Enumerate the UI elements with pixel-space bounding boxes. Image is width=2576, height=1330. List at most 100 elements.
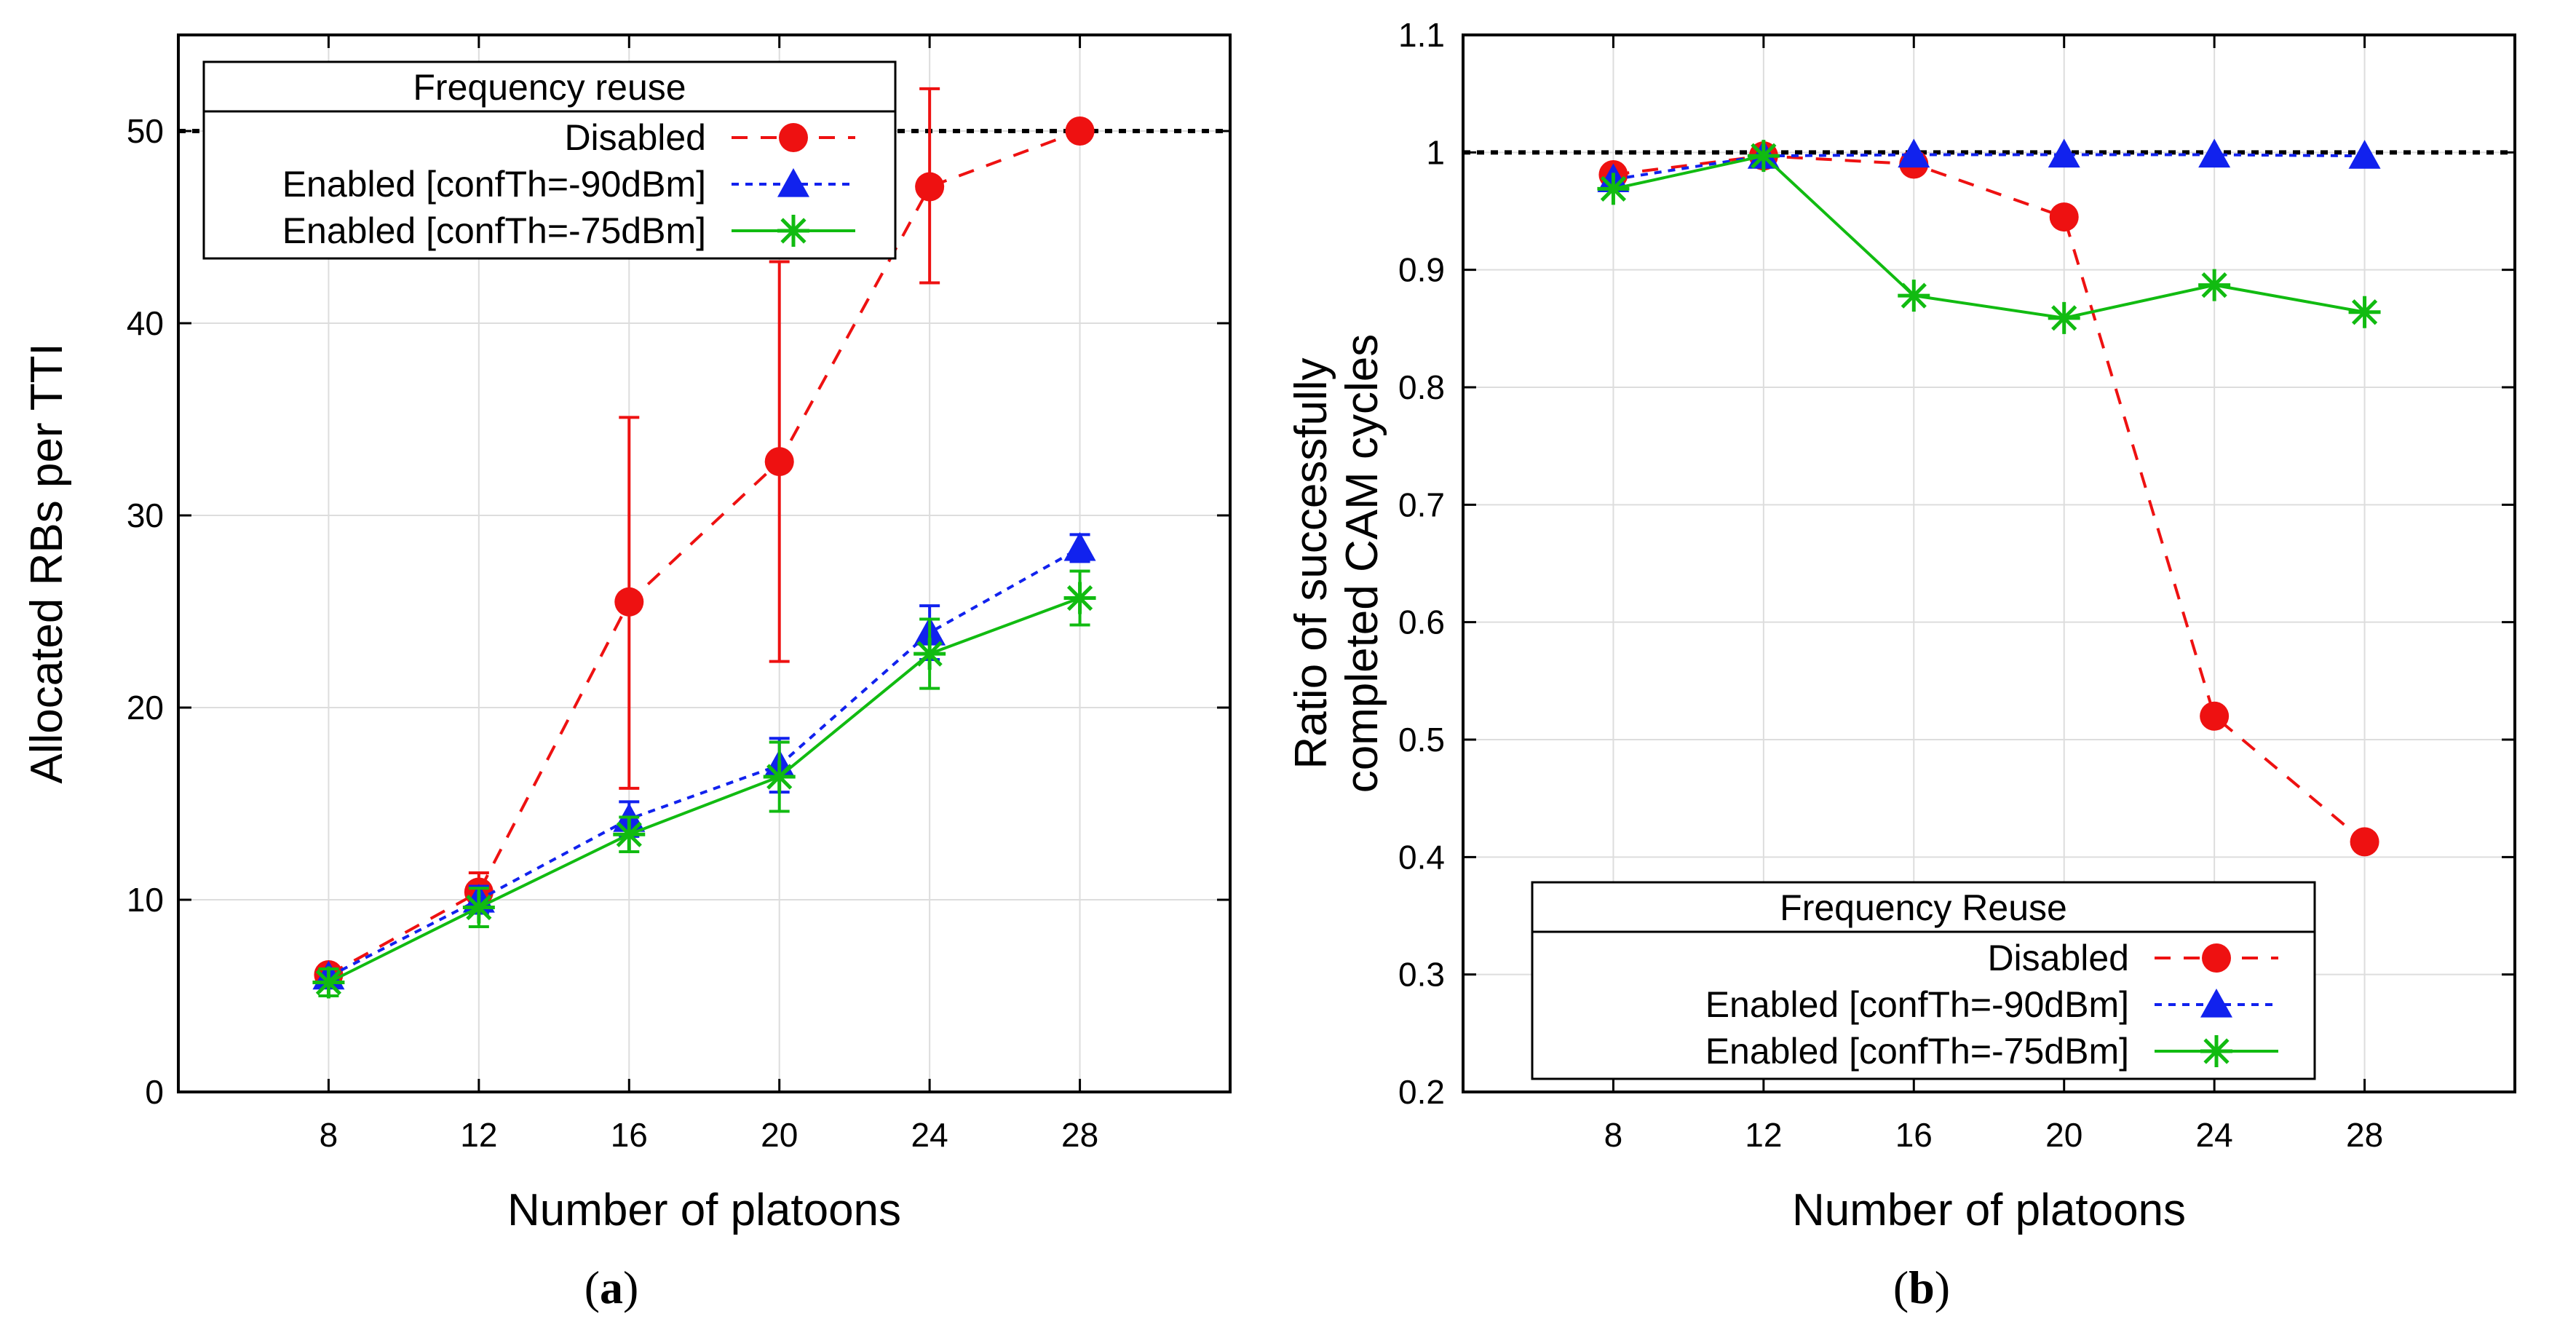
legend-key-marker bbox=[2200, 989, 2232, 1018]
x-tick-label: 12 bbox=[460, 1116, 497, 1154]
y-tick-label: 20 bbox=[127, 689, 164, 727]
legend-title: Frequency reuse bbox=[413, 67, 686, 108]
legend-key-marker bbox=[777, 168, 809, 197]
asterisk-stroke bbox=[1751, 143, 1777, 169]
legend-key-marker bbox=[777, 215, 809, 247]
x-tick-label: 28 bbox=[2346, 1116, 2383, 1154]
y-tick-label: 0.4 bbox=[1398, 838, 1445, 876]
x-tick-label: 12 bbox=[1745, 1116, 1782, 1154]
panel-caption: (b) bbox=[1893, 1262, 1950, 1313]
y-tick-label: 0.5 bbox=[1398, 721, 1445, 759]
asterisk-stroke bbox=[766, 764, 793, 790]
y-tick-label: 0.3 bbox=[1398, 956, 1445, 994]
legend-key-marker bbox=[779, 123, 808, 152]
series-line bbox=[328, 547, 1081, 978]
asterisk-stroke bbox=[1600, 175, 1627, 202]
series-line bbox=[1613, 153, 2365, 181]
caption-paren: ) bbox=[623, 1262, 638, 1313]
caption-paren: ( bbox=[584, 1262, 600, 1313]
chart-panel-b: 8 12 16 20 24 28 0.2 0.3 0.4 0.5 0.6 0.7 0.8 0.9 1 1.1 N… bbox=[1286, 16, 2516, 1313]
data-point bbox=[2048, 138, 2080, 168]
x-tick-label: 28 bbox=[1061, 1116, 1098, 1154]
y-tick-label: 1.1 bbox=[1398, 16, 1445, 54]
data-point bbox=[2348, 140, 2381, 169]
legend-label: Enabled [confTh=-75dBm] bbox=[1705, 1031, 2129, 1072]
y-tick-label: 0.7 bbox=[1398, 486, 1445, 523]
y-tick-label: 0.6 bbox=[1398, 603, 1445, 641]
y-axis-title-line: Ratio of successfully bbox=[1286, 357, 1336, 769]
chart-panel-a: 8 12 16 20 24 28 0 10 20 30 40 50 Number of platoons… bbox=[22, 33, 1232, 1313]
x-tick-label: 20 bbox=[2045, 1116, 2082, 1154]
data-point bbox=[613, 818, 646, 851]
data-point bbox=[2048, 301, 2080, 334]
x-tick-label: 8 bbox=[320, 1116, 338, 1154]
legend-label: Enabled [confTh=-90dBm] bbox=[282, 164, 706, 205]
y-tick-label: 1 bbox=[1426, 133, 1445, 171]
series-enabled-confth-75dbm bbox=[312, 569, 1096, 999]
panel-caption: (a) bbox=[584, 1262, 639, 1313]
asterisk-stroke bbox=[466, 894, 492, 921]
x-axis-title: Number of platoons bbox=[507, 1185, 901, 1235]
data-point bbox=[1898, 138, 1930, 168]
x-tick-label: 24 bbox=[2196, 1116, 2233, 1154]
legend-key-marker bbox=[2202, 943, 2231, 973]
y-axis-title-line: completed CAM cycles bbox=[1337, 334, 1387, 793]
asterisk-stroke bbox=[2203, 1038, 2230, 1064]
asterisk-stroke bbox=[616, 821, 642, 847]
x-tick-label: 16 bbox=[611, 1116, 648, 1154]
y-tick-label: 40 bbox=[127, 304, 164, 342]
x-tick-label: 24 bbox=[911, 1116, 948, 1154]
data-point bbox=[2348, 296, 2381, 328]
caption-paren: ( bbox=[1893, 1262, 1909, 1313]
plot-frame bbox=[177, 33, 1232, 1093]
legend-box bbox=[1531, 881, 2316, 1080]
data-point bbox=[1747, 140, 1780, 173]
y-tick-label: 10 bbox=[127, 881, 164, 919]
legend-label: Enabled [confTh=-75dBm] bbox=[282, 210, 706, 251]
y-axis-title: Allocated RBs per TTI bbox=[22, 343, 72, 783]
data-point bbox=[1065, 116, 1095, 146]
asterisk-stroke bbox=[780, 218, 807, 244]
data-point bbox=[764, 447, 794, 477]
data-point bbox=[614, 587, 644, 617]
y-tick-label: 0.9 bbox=[1398, 251, 1445, 289]
data-point bbox=[1898, 280, 1930, 312]
y-tick-label: 0.8 bbox=[1398, 368, 1445, 406]
data-point bbox=[462, 891, 495, 924]
asterisk-stroke bbox=[2351, 299, 2378, 325]
caption-paren: ) bbox=[1935, 1262, 1950, 1313]
x-axis-title: Number of platoons bbox=[1792, 1185, 2186, 1235]
caption-letter: b bbox=[1909, 1262, 1935, 1313]
asterisk-stroke bbox=[1901, 282, 1927, 309]
y-tick-label: 0.2 bbox=[1398, 1073, 1445, 1111]
y-tick-label: 50 bbox=[127, 112, 164, 150]
asterisk-stroke bbox=[1066, 585, 1093, 611]
asterisk-stroke bbox=[315, 969, 342, 996]
legend-label: Enabled [confTh=-90dBm] bbox=[1705, 984, 2129, 1025]
data-point bbox=[1063, 531, 1096, 561]
data-point bbox=[915, 172, 945, 202]
legend-title: Frequency Reuse bbox=[1780, 887, 2067, 928]
y-tick-label: 0 bbox=[145, 1073, 164, 1111]
x-tick-label: 8 bbox=[1604, 1116, 1623, 1154]
legend-key-marker bbox=[2200, 1035, 2232, 1067]
data-point bbox=[2350, 827, 2379, 857]
caption-letter: a bbox=[600, 1262, 623, 1313]
data-point bbox=[2198, 269, 2231, 301]
data-point bbox=[1063, 582, 1096, 614]
legend-label: Disabled bbox=[1987, 938, 2129, 978]
data-point bbox=[1597, 173, 1630, 205]
data-point bbox=[763, 761, 796, 793]
legend: Frequency reuse Disabled Enabled [confTh=-… bbox=[202, 60, 897, 260]
y-axis-title: Ratio of successfully completed CAM cycle… bbox=[1286, 334, 1387, 793]
legend: Frequency Reuse Disabled Enabled [confTh=-… bbox=[1531, 881, 2316, 1080]
data-point bbox=[2049, 202, 2079, 232]
series-line bbox=[1613, 154, 2365, 320]
series-line bbox=[328, 596, 1081, 984]
asterisk-stroke bbox=[2201, 272, 2227, 298]
series-enabled-confth-90dbm bbox=[312, 531, 1096, 990]
legend-box bbox=[202, 60, 897, 260]
data-point bbox=[2198, 138, 2231, 168]
legend-label: Disabled bbox=[564, 117, 706, 158]
series-enabled-confth-75dbm bbox=[1597, 140, 2381, 334]
